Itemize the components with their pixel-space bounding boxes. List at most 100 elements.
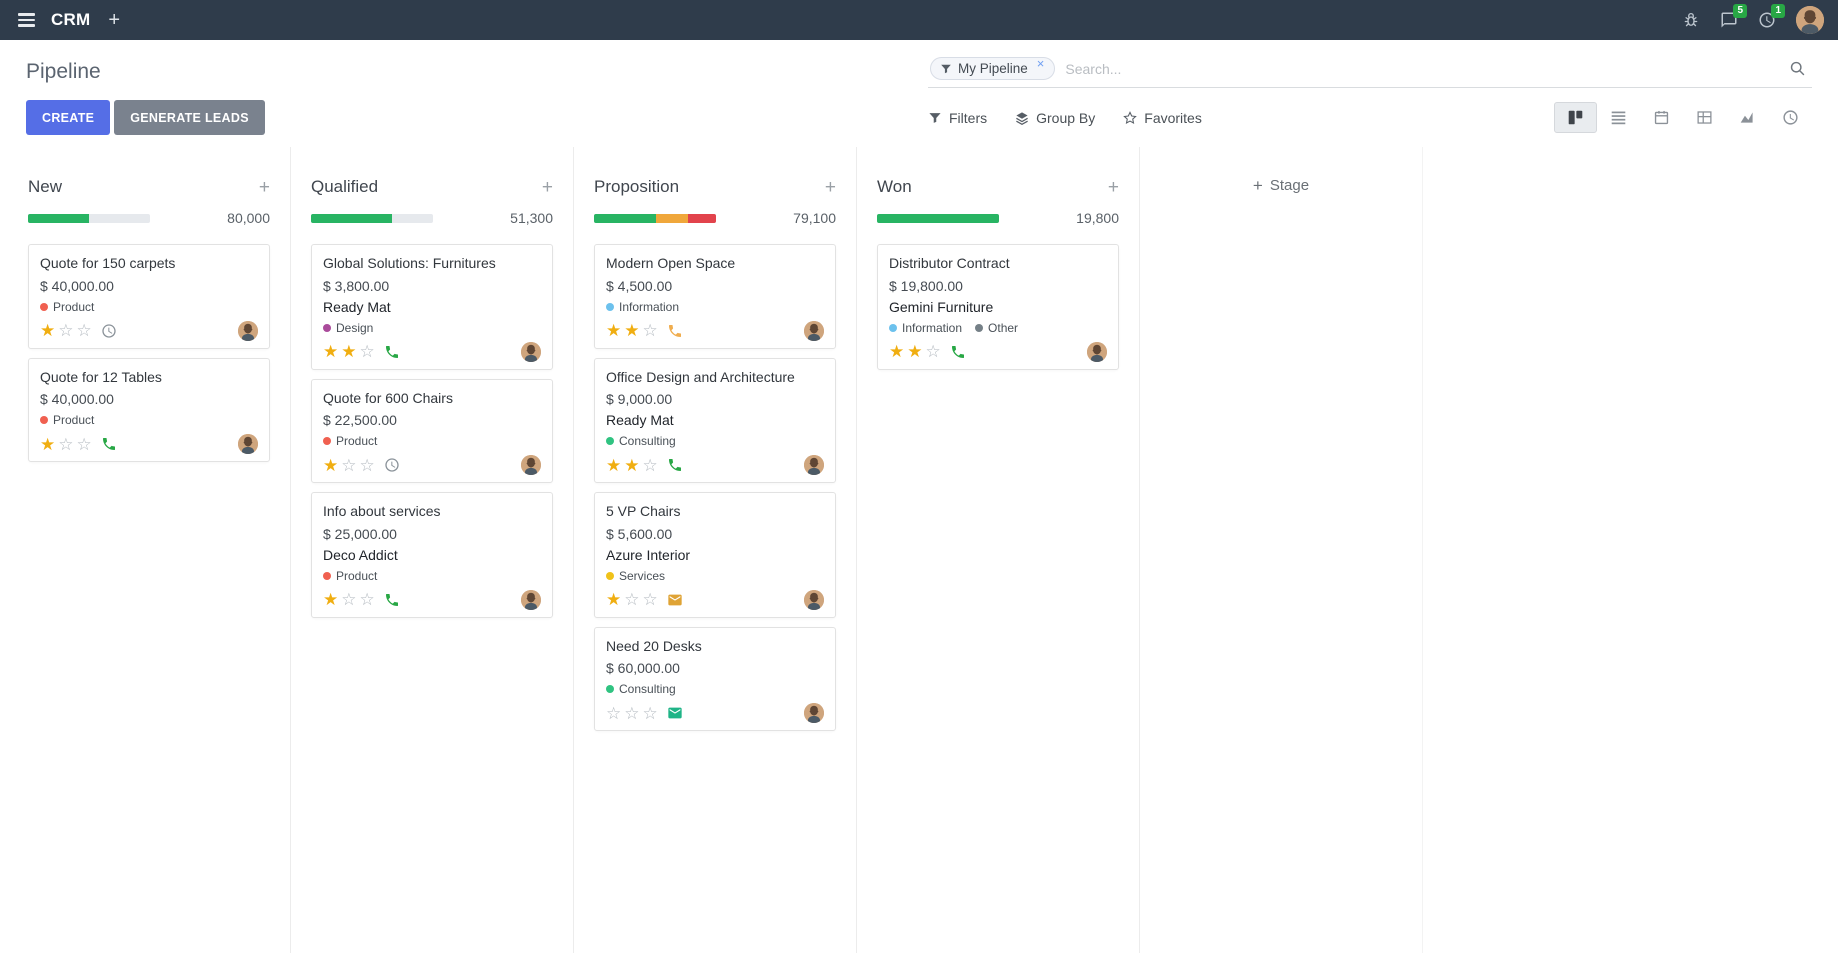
kanban-card[interactable]: Distributor Contract $ 19,800.00 Gemini …	[877, 244, 1119, 370]
star-filled-icon[interactable]: ★	[606, 321, 622, 340]
phone-icon[interactable]	[667, 457, 683, 473]
card-avatar[interactable]	[1087, 341, 1107, 362]
card-stars[interactable]: ★ ★ ☆	[606, 322, 658, 339]
star-empty-icon[interactable]: ☆	[76, 321, 92, 340]
progress-segment-danger[interactable]	[687, 213, 716, 223]
favorites-button[interactable]: Favorites	[1123, 110, 1202, 126]
plus-icon[interactable]: +	[108, 9, 121, 31]
card-tag[interactable]: Services	[606, 569, 665, 583]
star-filled-icon[interactable]: ★	[40, 434, 56, 454]
view-switch-calendar[interactable]	[1640, 102, 1683, 133]
card-avatar[interactable]	[238, 434, 258, 454]
activities-clock-icon[interactable]: 1	[1758, 4, 1785, 29]
column-progressbar[interactable]	[877, 213, 999, 223]
phone-icon[interactable]	[101, 436, 117, 452]
column-title[interactable]: Proposition	[594, 177, 680, 196]
star-empty-icon[interactable]: ☆	[624, 590, 640, 609]
card-avatar[interactable]	[521, 341, 541, 362]
card-tag[interactable]: Information	[606, 300, 679, 314]
card-tag[interactable]: Information	[889, 321, 962, 335]
clock-icon[interactable]	[101, 323, 117, 339]
view-switch-list[interactable]	[1597, 102, 1640, 133]
kanban-card[interactable]: Global Solutions: Furnitures $ 3,800.00 …	[311, 244, 553, 370]
kanban-card[interactable]: Quote for 600 Chairs $ 22,500.00 Product…	[311, 378, 553, 483]
generate-leads-button[interactable]: GENERATE LEADS	[114, 100, 265, 135]
card-title[interactable]: Modern Open Space	[606, 255, 736, 271]
phone-icon[interactable]	[384, 592, 400, 608]
column-title[interactable]: New	[28, 177, 63, 196]
kanban-card[interactable]: Need 20 Desks $ 60,000.00 Consulting ☆ ☆ ☆	[594, 626, 836, 731]
card-title[interactable]: Quote for 12 Tables	[40, 368, 162, 385]
star-filled-icon[interactable]: ★	[624, 455, 640, 475]
star-filled-icon[interactable]: ★	[624, 321, 640, 340]
star-empty-icon[interactable]: ☆	[58, 321, 74, 340]
star-empty-icon[interactable]: ☆	[76, 434, 92, 454]
clock-icon[interactable]	[384, 457, 400, 473]
star-filled-icon[interactable]: ★	[40, 321, 56, 340]
card-avatar[interactable]	[238, 320, 258, 341]
envelope-icon[interactable]	[667, 592, 683, 608]
star-empty-icon[interactable]: ☆	[642, 455, 658, 475]
search-facet[interactable]: My Pipeline ×	[930, 57, 1056, 80]
star-empty-icon[interactable]: ☆	[925, 342, 941, 361]
view-switch-activity[interactable]	[1769, 102, 1812, 133]
view-switch-kanban[interactable]	[1554, 102, 1597, 133]
progress-segment-success[interactable]	[877, 213, 999, 223]
create-button[interactable]: CREATE	[26, 100, 111, 135]
phone-icon[interactable]	[384, 344, 400, 360]
card-stars[interactable]: ★ ☆ ☆	[323, 457, 375, 474]
star-empty-icon[interactable]: ☆	[359, 455, 375, 475]
card-avatar[interactable]	[521, 589, 541, 610]
kanban-card[interactable]: Info about services $ 25,000.00 Deco Add…	[311, 492, 553, 618]
filters-button[interactable]: Filters	[928, 110, 987, 126]
column-add-icon[interactable]: +	[258, 176, 270, 198]
view-switch-pivot[interactable]	[1683, 102, 1726, 133]
phone-icon[interactable]	[950, 344, 966, 360]
star-filled-icon[interactable]: ★	[606, 455, 622, 475]
column-title[interactable]: Qualified	[311, 177, 379, 196]
card-stars[interactable]: ★ ☆ ☆	[40, 322, 92, 339]
kanban-card[interactable]: Quote for 150 carpets $ 40,000.00 Produc…	[28, 244, 270, 349]
card-tag[interactable]: Product	[40, 413, 94, 427]
kanban-card[interactable]: 5 VP Chairs $ 5,600.00 Azure Interior Se…	[594, 492, 836, 618]
star-empty-icon[interactable]: ☆	[624, 703, 640, 723]
card-stars[interactable]: ★ ★ ☆	[889, 343, 941, 360]
star-filled-icon[interactable]: ★	[889, 342, 905, 361]
column-title[interactable]: Won	[877, 177, 912, 196]
star-filled-icon[interactable]: ★	[341, 342, 357, 361]
star-filled-icon[interactable]: ★	[323, 342, 339, 361]
group-by-button[interactable]: Group By	[1015, 110, 1095, 126]
star-empty-icon[interactable]: ☆	[341, 590, 357, 609]
apps-menu-icon[interactable]	[14, 9, 39, 31]
kanban-card[interactable]: Office Design and Architecture $ 9,000.0…	[594, 357, 836, 483]
card-tag[interactable]: Product	[323, 434, 377, 448]
progress-segment-success[interactable]	[311, 213, 392, 223]
progress-segment-success[interactable]	[28, 213, 89, 223]
envelope-icon[interactable]	[667, 705, 683, 721]
phone-icon[interactable]	[667, 323, 683, 339]
star-empty-icon[interactable]: ☆	[606, 703, 622, 723]
search-bar[interactable]: My Pipeline ×	[928, 56, 1812, 88]
column-progressbar[interactable]	[311, 213, 433, 223]
card-title[interactable]: Info about services	[323, 503, 441, 519]
card-title[interactable]: Quote for 600 Chairs	[323, 389, 453, 406]
card-stars[interactable]: ★ ★ ☆	[606, 457, 658, 474]
column-add-icon[interactable]: +	[1107, 176, 1119, 198]
column-progressbar[interactable]	[28, 213, 150, 223]
add-stage-button[interactable]: + Stage	[1253, 177, 1309, 194]
star-empty-icon[interactable]: ☆	[642, 321, 658, 340]
card-avatar[interactable]	[804, 703, 824, 723]
star-empty-icon[interactable]: ☆	[341, 455, 357, 475]
card-tag[interactable]: Product	[323, 569, 377, 583]
card-stars[interactable]: ★ ★ ☆	[323, 343, 375, 360]
search-icon[interactable]	[1789, 60, 1806, 77]
card-stars[interactable]: ☆ ☆ ☆	[606, 705, 658, 722]
card-tag[interactable]: Product	[40, 300, 94, 314]
star-empty-icon[interactable]: ☆	[642, 590, 658, 609]
card-tag[interactable]: Other	[975, 321, 1018, 335]
card-tag[interactable]: Design	[323, 321, 373, 335]
progress-segment-success[interactable]	[594, 213, 657, 223]
star-empty-icon[interactable]: ☆	[359, 590, 375, 609]
card-title[interactable]: Need 20 Desks	[606, 637, 702, 654]
card-stars[interactable]: ★ ☆ ☆	[606, 591, 658, 608]
